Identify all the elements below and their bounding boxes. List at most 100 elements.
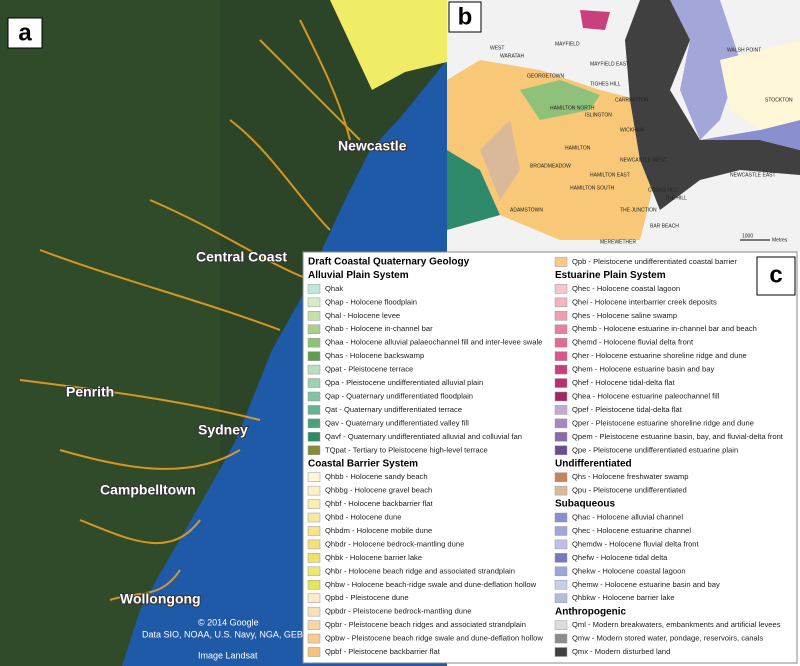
legend-label: Qhab - Holocene in-channel bar: [325, 324, 433, 333]
legend-swatch: [307, 297, 321, 308]
legend-label: Qpbdr - Pleistocene bedrock-mantling dun…: [325, 607, 471, 616]
legend-label: Qhbdr - Holocene bedrock-mantling dune: [325, 539, 464, 548]
place-label: BAR BEACH: [650, 223, 679, 229]
legend-heading: Alluvial Plain System: [308, 270, 409, 281]
unit-qavf: [447, 150, 500, 230]
credit: © 2014 Google: [198, 617, 259, 627]
legend-swatch: [307, 351, 321, 361]
legend-label: Qhbb - Holocene sandy beach: [325, 472, 428, 481]
legend-label: Qhec - Holocene estuarine channel: [572, 526, 691, 535]
legend-label: Qhbf - Holocene backbarrier flat: [325, 499, 434, 508]
place-label: THE HILL: [665, 195, 687, 201]
legend-swatch: [554, 512, 568, 523]
legend-label: Qhbdm - Holocene mobile dune: [325, 526, 432, 535]
legend-swatch: [307, 284, 321, 294]
legend-swatch: [307, 553, 321, 563]
panel-letter-box: [756, 256, 796, 296]
legend-swatch: [554, 539, 568, 550]
legend-swatch: [554, 378, 568, 388]
legend-label: Qhes - Holocene saline swamp: [572, 311, 677, 320]
legend-label: Qhac - Holocene alluvial channel: [572, 513, 683, 522]
place-label: ISLINGTON: [585, 112, 612, 118]
legend-swatch: [307, 633, 321, 644]
legend-swatch: [307, 593, 321, 603]
legend-swatch: [554, 445, 568, 456]
panel-letter: c: [769, 261, 782, 288]
legend-label: Qhbr - Holocene beach ridge and associat…: [325, 566, 515, 575]
legend-swatch: [554, 418, 568, 429]
unit-qhbb: [720, 40, 800, 130]
legend-label: Qhbkw - Holocene barrier lake: [572, 593, 675, 602]
legend-label: Qpbd - Pleistocene dune: [325, 593, 409, 602]
legend-swatch: [554, 553, 568, 563]
legend-swatch: [307, 472, 321, 482]
legend-swatch: [554, 472, 568, 482]
legend-label: Qpat - Pleistocene terrace: [325, 365, 413, 374]
legend-label: Qhbd - Holocene dune: [325, 513, 401, 522]
legend-swatch: [554, 620, 568, 630]
legend-swatch: [307, 405, 321, 415]
place-label: CARRINGTON: [615, 97, 649, 103]
legend-label: Qpbf - Pleistocene backbarrier flat: [325, 647, 441, 656]
place-label: Central Coast: [196, 249, 287, 265]
credit: Image Landsat: [198, 650, 258, 660]
place-label: HAMILTON NORTH: [550, 105, 595, 111]
legend-label: Qap - Quaternary undifferentiated floodp…: [325, 391, 473, 400]
legend-swatch: [554, 432, 568, 442]
legend-swatch: [307, 606, 321, 617]
panel-letter: b: [458, 3, 473, 30]
legend-swatch: [307, 391, 321, 402]
place-label: Penrith: [66, 384, 114, 400]
legend-label: Qhekw - Holocene coastal lagoon: [572, 566, 686, 575]
legend-label: Qhak: [325, 284, 343, 293]
legend-label: Qhea - Holocene estuarine paleochannel f…: [572, 391, 720, 400]
legend-swatch: [554, 526, 568, 536]
place-label: COOKS HILL: [648, 187, 678, 193]
place-label: NEWCASTLE WEST: [620, 157, 667, 163]
legend-heading: Subaqueous: [555, 499, 615, 510]
legend-label: Qhbw - Holocene beach-ridge swale and du…: [325, 580, 537, 589]
legend-swatch: [307, 647, 321, 657]
unit-qmx: [625, 0, 800, 210]
legend-swatch: [554, 337, 568, 348]
legend-swatch: [554, 647, 568, 657]
place-label: WALSH POINT: [727, 47, 761, 53]
legend-label: Qat - Quaternary undifferentiated terrac…: [325, 405, 462, 414]
legend-label: Qhbk - Holocene barrier lake: [325, 553, 422, 562]
legend-label: Qhs - Holocene freshwater swamp: [572, 472, 688, 481]
legend-swatch: [307, 432, 321, 442]
legend-label: Qper - Pleistocene estuarine shoreline r…: [572, 418, 754, 427]
place-label: TIGHES HILL: [590, 81, 621, 87]
unit-qhac: [700, 120, 800, 150]
legend-swatch: [554, 311, 568, 321]
legend-swatch: [307, 499, 321, 509]
place-label: WARATAH: [500, 53, 524, 59]
legend-label: Qpe - Pleistocene undifferentiated estua…: [572, 445, 738, 454]
legend-label: Qpu - Pleistocene undifferentiated: [572, 486, 687, 495]
legend-heading: Coastal Barrier System: [308, 458, 418, 469]
place-label: GEORGETOWN: [527, 73, 565, 79]
panel-c: Draft Coastal Quaternary Geology c Alluv…: [302, 251, 798, 664]
place-label: HAMILTON: [565, 145, 591, 151]
legend-label: Qhefw - Holocene tidal delta: [572, 553, 668, 562]
scale-unit: Metres: [772, 237, 788, 243]
legend-label: Qhal - Holocene levee: [325, 311, 400, 320]
legend-swatch: [554, 580, 568, 590]
panel-b: b WEST WARATAH MAYFIELD MAYFIELD EAST WA…: [447, 0, 800, 252]
coastal-plain: [330, 0, 447, 90]
legend-swatch: [554, 566, 568, 577]
scale-value: 1000: [742, 233, 753, 239]
legend-swatch: [307, 512, 321, 523]
panel-letter-box: [448, 1, 482, 33]
place-label: HAMILTON SOUTH: [570, 185, 615, 191]
legend-label: Qpef - Pleistocene tidal-delta flat: [572, 405, 683, 414]
legend-swatch: [554, 593, 568, 603]
legend-heading: Undifferentiated: [555, 458, 632, 469]
legend-label: Qpb - Pleistocene undifferentiated coast…: [572, 257, 737, 266]
legend-swatch: [307, 620, 321, 630]
place-label: Campbelltown: [100, 482, 196, 498]
legend-label: Qhas - Holocene backswamp: [325, 351, 424, 360]
legend-swatch: [554, 485, 568, 496]
legend-box: [302, 251, 798, 664]
